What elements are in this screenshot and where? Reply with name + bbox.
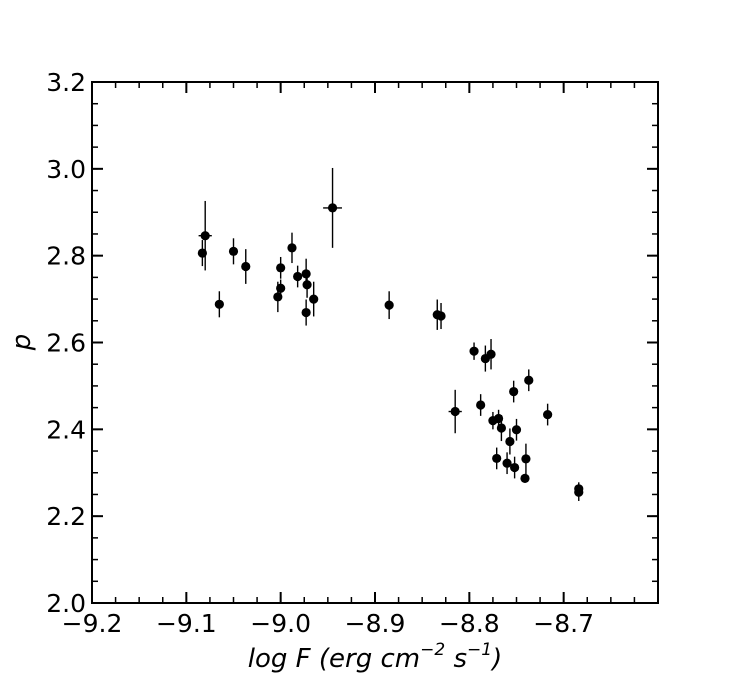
data-point bbox=[301, 307, 311, 318]
data-point bbox=[327, 203, 338, 213]
data-point bbox=[520, 473, 530, 483]
x-tick-label: −9.2 bbox=[62, 609, 123, 638]
y-tick-label: 3.2 bbox=[46, 68, 86, 97]
y-tick-label: 2.4 bbox=[46, 415, 86, 444]
x-tick-label: −8.8 bbox=[439, 609, 500, 638]
data-point bbox=[476, 400, 486, 410]
data-point bbox=[214, 299, 224, 309]
data-point bbox=[521, 454, 531, 464]
data-point bbox=[492, 453, 502, 464]
data-point bbox=[293, 271, 303, 282]
data-point bbox=[524, 375, 534, 385]
data-point bbox=[469, 346, 479, 356]
data-point bbox=[574, 487, 584, 497]
data-point bbox=[505, 436, 515, 447]
data-point bbox=[543, 409, 553, 420]
data-point bbox=[509, 386, 519, 397]
data-point bbox=[287, 243, 297, 253]
data-point bbox=[384, 300, 394, 310]
y-tick-label: 3.0 bbox=[46, 155, 86, 184]
x-tick-label: −8.9 bbox=[345, 609, 406, 638]
x-tick-label: −9.0 bbox=[250, 609, 311, 638]
data-point bbox=[510, 462, 520, 473]
data-point bbox=[228, 246, 239, 256]
data-point bbox=[276, 263, 286, 273]
data-point bbox=[302, 280, 312, 290]
data-point bbox=[241, 261, 251, 272]
data-point bbox=[486, 349, 496, 359]
data-point bbox=[436, 311, 446, 321]
x-tick-label: −8.7 bbox=[533, 609, 594, 638]
y-tick-label: 2.2 bbox=[46, 502, 86, 531]
data-point bbox=[200, 231, 210, 241]
data-point bbox=[301, 269, 311, 279]
data-point bbox=[511, 425, 522, 435]
y-tick-label: 2.0 bbox=[46, 589, 86, 618]
data-point bbox=[502, 458, 512, 468]
data-point bbox=[309, 294, 319, 304]
data-point bbox=[276, 283, 286, 293]
y-tick-label: 2.8 bbox=[46, 242, 86, 271]
x-axis-label: log F (erg cm−2 s−1) bbox=[248, 640, 502, 674]
y-tick-label: 2.6 bbox=[46, 329, 86, 358]
x-axis-ticks: −9.2 −9.1 −9.0 −8.9 −8.8 −8.7 bbox=[62, 82, 594, 638]
data-points bbox=[197, 167, 584, 501]
y-axis-label: p bbox=[7, 334, 37, 352]
data-point bbox=[496, 423, 507, 433]
data-point bbox=[450, 406, 460, 417]
y-axis-ticks: 2.0 2.2 2.4 2.6 2.8 3.0 3.2 bbox=[46, 68, 658, 618]
plot-area bbox=[91, 81, 659, 604]
x-tick-label: −9.1 bbox=[156, 609, 217, 638]
